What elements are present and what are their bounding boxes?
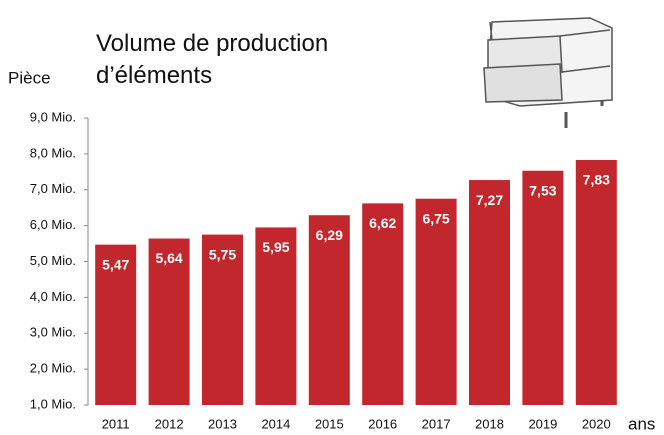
y-tick-label: 1,0 Mio. [30,396,76,411]
x-tick-label: 2015 [315,416,344,431]
y-tick-label: 8,0 Mio. [30,145,76,160]
y-axis-label: Pièce [8,68,51,87]
y-tick-label: 4,0 Mio. [30,289,76,304]
x-tick-label: 2016 [368,416,397,431]
x-tick-label: 2012 [155,416,184,431]
y-tick-label: 3,0 Mio. [30,325,76,340]
bar [202,234,243,405]
chart-title: Volume de production d’éléments [96,30,329,89]
x-tick-label: 2014 [261,416,290,431]
y-tick-label: 9,0 Mio. [30,109,76,124]
y-tick-label: 5,0 Mio. [30,253,76,268]
bar [148,238,190,405]
y-tick-label: 2,0 Mio. [30,361,76,376]
x-tick-label: 2019 [528,416,557,431]
x-tick-label: 2020 [582,416,611,431]
x-tick-label: 2017 [422,416,451,431]
value-label: 7,27 [476,192,503,208]
value-label: 5,64 [155,250,182,266]
value-label: 6,75 [422,210,449,226]
cabinet-illustration [483,17,613,128]
value-label: 5,95 [262,239,289,255]
value-label: 6,29 [316,227,343,243]
bar [522,170,564,405]
bar [469,180,510,405]
value-label: 6,62 [369,215,396,231]
value-label: 5,47 [102,256,129,272]
x-tick-label: 2018 [475,416,504,431]
bar [255,227,297,405]
bar [308,215,350,405]
y-tick-label: 7,0 Mio. [30,181,76,196]
x-tick-label: 2011 [102,416,130,431]
x-axis-label: ans [628,414,655,433]
value-label: 5,75 [209,246,236,262]
bar [575,159,617,405]
bar [362,203,404,405]
x-tick-label: 2013 [208,416,237,431]
y-tick-label: 6,0 Mio. [30,217,76,232]
bar [95,244,137,405]
bar [415,198,457,405]
value-label: 7,53 [529,182,556,198]
value-label: 7,83 [583,172,610,188]
